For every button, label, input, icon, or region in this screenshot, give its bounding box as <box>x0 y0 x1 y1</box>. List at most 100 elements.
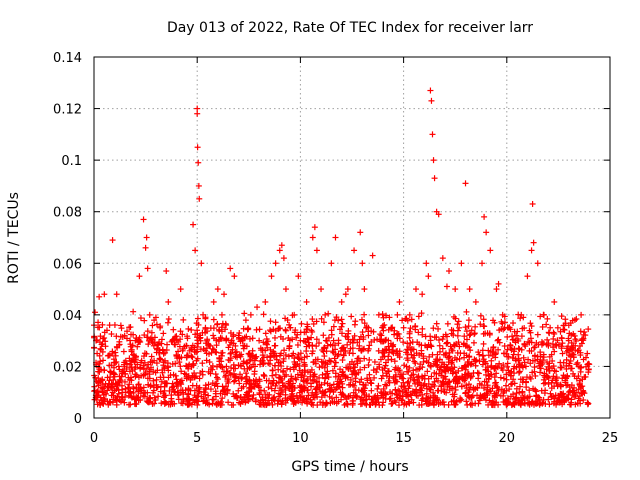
data-point <box>554 324 561 331</box>
data-point <box>440 386 447 393</box>
data-point <box>424 344 431 351</box>
data-point <box>445 401 452 408</box>
data-point <box>275 366 282 373</box>
data-point <box>508 381 515 388</box>
data-point <box>427 363 434 370</box>
data-point <box>314 402 321 409</box>
data-point <box>180 316 187 323</box>
data-point <box>321 389 328 396</box>
data-point <box>111 321 118 328</box>
data-point <box>391 366 398 373</box>
data-point <box>244 365 251 372</box>
data-point <box>515 345 522 352</box>
data-point <box>456 355 463 362</box>
data-point <box>375 382 382 389</box>
data-point <box>99 321 106 328</box>
data-point <box>386 314 393 321</box>
data-point <box>230 401 237 408</box>
data-point <box>344 341 351 348</box>
data-point <box>227 355 234 362</box>
data-point <box>464 358 471 365</box>
data-point <box>487 371 494 378</box>
data-point <box>480 385 487 392</box>
data-point <box>430 389 437 396</box>
data-point <box>193 320 200 327</box>
data-point <box>436 337 443 344</box>
data-point <box>522 343 529 350</box>
data-point <box>380 399 387 406</box>
data-point <box>224 378 231 385</box>
data-point <box>210 332 217 339</box>
data-point <box>158 400 165 407</box>
data-point <box>194 315 201 322</box>
data-point <box>175 396 182 403</box>
data-point <box>164 341 171 348</box>
data-point <box>124 384 131 391</box>
data-point <box>474 369 481 376</box>
data-point <box>581 329 588 336</box>
data-point <box>420 358 427 365</box>
data-points <box>91 87 593 409</box>
data-point <box>494 364 501 371</box>
data-point <box>448 346 455 353</box>
data-point <box>383 382 390 389</box>
data-point <box>325 310 332 317</box>
data-point <box>368 380 375 387</box>
data-point <box>101 329 108 336</box>
data-point <box>210 325 217 332</box>
data-point <box>386 373 393 380</box>
data-point <box>408 351 415 358</box>
data-point <box>230 361 237 368</box>
data-point <box>534 331 541 338</box>
data-point <box>257 357 264 364</box>
data-point <box>480 340 487 347</box>
data-point <box>410 367 417 374</box>
data-point <box>240 325 247 332</box>
data-point <box>340 344 347 351</box>
data-point <box>112 349 119 356</box>
data-point <box>424 385 431 392</box>
data-point <box>501 343 508 350</box>
data-point <box>230 333 237 340</box>
data-point <box>256 391 263 398</box>
data-point <box>246 335 253 342</box>
data-point <box>349 345 356 352</box>
data-point <box>497 392 504 399</box>
data-point <box>405 378 412 385</box>
data-point <box>503 350 510 357</box>
data-point <box>439 345 446 352</box>
data-point <box>487 348 494 355</box>
data-point <box>350 337 357 344</box>
data-point <box>322 388 329 395</box>
data-point <box>418 375 425 382</box>
data-point <box>517 315 524 322</box>
data-point <box>236 380 243 387</box>
data-point <box>178 368 185 375</box>
data-point <box>462 324 469 331</box>
data-point <box>203 357 210 364</box>
data-point <box>522 363 529 370</box>
data-point <box>371 374 378 381</box>
data-point <box>472 323 479 330</box>
data-point <box>165 316 172 323</box>
data-point <box>256 378 263 385</box>
data-point <box>357 396 364 403</box>
data-point <box>219 395 226 402</box>
data-point <box>157 383 164 390</box>
data-point <box>141 317 148 324</box>
data-point <box>509 354 516 361</box>
data-point <box>565 343 572 350</box>
data-point <box>318 315 325 322</box>
data-point <box>389 342 396 349</box>
data-point <box>484 368 491 375</box>
data-point <box>155 342 162 349</box>
data-point <box>286 321 293 328</box>
data-point <box>284 365 291 372</box>
data-point <box>286 342 293 349</box>
data-point <box>409 346 416 353</box>
data-point <box>435 387 442 394</box>
data-point <box>468 394 475 401</box>
data-point <box>313 336 320 343</box>
data-point <box>97 345 104 352</box>
data-point <box>147 335 154 342</box>
